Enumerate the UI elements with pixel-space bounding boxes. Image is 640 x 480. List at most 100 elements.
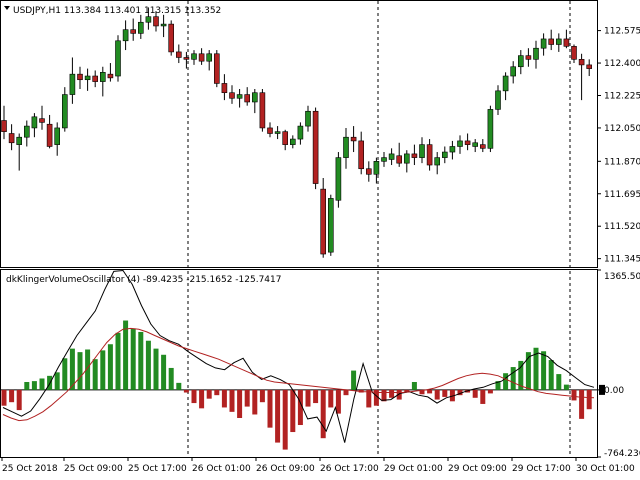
histogram-bar bbox=[221, 389, 227, 408]
candle-body bbox=[365, 168, 372, 175]
histogram-bar bbox=[290, 389, 296, 433]
histogram-bar bbox=[69, 348, 75, 390]
candle-body bbox=[381, 157, 387, 162]
histogram-bar bbox=[92, 359, 98, 390]
time-axis[interactable]: 25 Oct 2018 25 Oct 09:00 25 Oct 17:00 26 Oc… bbox=[1, 457, 635, 474]
oscillator-axis[interactable]: 1365.5031 0.00 -764.2361 bbox=[597, 269, 640, 459]
candle-body bbox=[388, 153, 395, 160]
candle-body bbox=[221, 83, 228, 94]
histogram-bar bbox=[457, 389, 463, 396]
histogram-bar bbox=[138, 331, 144, 390]
candlestick-series bbox=[1, 7, 593, 258]
candle-body bbox=[441, 151, 448, 158]
histogram-bar bbox=[381, 389, 387, 402]
histogram-bar bbox=[229, 389, 235, 412]
candle-body bbox=[160, 23, 167, 27]
time-tick-label: 26 Oct 09:00 bbox=[256, 464, 315, 474]
candle-body bbox=[434, 157, 441, 166]
histogram-bar bbox=[434, 389, 440, 400]
histogram-bar bbox=[297, 389, 303, 426]
candle-body bbox=[244, 94, 250, 103]
candle-body bbox=[517, 55, 524, 68]
candle-body bbox=[464, 140, 471, 145]
histogram-bar bbox=[313, 389, 319, 404]
histogram-bar bbox=[214, 389, 220, 396]
candle-body bbox=[426, 144, 433, 166]
histogram-bar bbox=[237, 389, 243, 418]
candle-body bbox=[495, 90, 501, 110]
candle-body bbox=[563, 38, 570, 47]
histogram-bar bbox=[556, 374, 562, 390]
candle-body bbox=[46, 123, 53, 147]
time-tick-label: 26 Oct 17:00 bbox=[320, 464, 379, 474]
histogram-bar bbox=[419, 389, 425, 395]
histogram-bar bbox=[191, 389, 197, 404]
histogram-bar bbox=[495, 381, 501, 390]
osc-tick-label: 1365.5031 bbox=[604, 272, 640, 282]
candle-body bbox=[153, 16, 159, 27]
price-tick-label: 111.695 bbox=[604, 190, 640, 200]
candle-body bbox=[138, 21, 144, 34]
histogram-bar bbox=[328, 389, 334, 408]
candle-body bbox=[77, 73, 83, 81]
histogram-bar bbox=[282, 389, 288, 450]
price-panel-frame bbox=[0, 0, 598, 268]
histogram-bar bbox=[343, 389, 349, 396]
price-tick-label: 112.050 bbox=[604, 124, 640, 134]
histogram-bar bbox=[244, 389, 250, 407]
candle-body bbox=[61, 94, 68, 129]
histogram-bar bbox=[533, 347, 539, 390]
candle-body bbox=[548, 38, 555, 45]
histogram-bar bbox=[503, 373, 509, 390]
histogram-bar bbox=[9, 389, 15, 403]
candle-body bbox=[214, 53, 220, 84]
candle-body bbox=[343, 136, 349, 158]
histogram-bar bbox=[183, 389, 189, 393]
candle-body bbox=[540, 38, 547, 49]
candle-body bbox=[312, 110, 319, 184]
histogram-bar bbox=[305, 389, 311, 407]
osc-tick-label: 0.00 bbox=[604, 386, 624, 396]
histogram-bar bbox=[54, 372, 60, 390]
histogram-bar bbox=[259, 389, 265, 403]
histogram-bar bbox=[145, 340, 151, 390]
candle-body bbox=[16, 136, 23, 145]
zero-marker bbox=[599, 384, 605, 395]
kvo-line bbox=[2, 269, 595, 443]
histogram-bar bbox=[115, 332, 121, 390]
histogram-bar bbox=[123, 320, 129, 390]
histogram-bar bbox=[411, 381, 417, 390]
price-axis[interactable]: 112.575 112.400 112.225 112.050 111.870 111.6… bbox=[597, 27, 640, 265]
collapse-triangle-icon[interactable] bbox=[4, 6, 10, 10]
candle-body bbox=[472, 142, 479, 147]
candle-body bbox=[183, 57, 190, 60]
histogram-bar bbox=[404, 389, 410, 393]
candle-body bbox=[107, 73, 114, 79]
histogram-bar bbox=[24, 381, 30, 390]
histogram-bar bbox=[571, 389, 577, 401]
histogram-bar bbox=[510, 367, 516, 390]
day-separators bbox=[187, 1, 571, 457]
price-tick-label: 112.225 bbox=[604, 91, 640, 101]
time-tick-label: 30 Oct 01:00 bbox=[576, 464, 635, 474]
candle-body bbox=[100, 72, 106, 82]
price-tick-label: 112.575 bbox=[604, 27, 640, 37]
histogram-bar bbox=[396, 389, 402, 400]
histogram-bar bbox=[518, 360, 524, 390]
histogram-bar bbox=[176, 382, 182, 390]
histogram-bar bbox=[373, 389, 379, 406]
candle-body bbox=[449, 146, 456, 153]
histogram-bar bbox=[275, 389, 281, 443]
symbol-ohlc-label: USDJPY,H1 113.384 113.401 113.315 113.35… bbox=[13, 6, 221, 16]
histogram-bar bbox=[427, 389, 433, 394]
histogram-bar bbox=[16, 389, 22, 411]
histogram-bar bbox=[168, 367, 174, 390]
histogram-bar bbox=[85, 349, 91, 390]
histogram-bar bbox=[320, 389, 326, 439]
candle-body bbox=[168, 23, 174, 53]
candle-body bbox=[571, 46, 577, 60]
histogram-bar bbox=[77, 352, 83, 390]
histogram-bar bbox=[62, 358, 68, 390]
